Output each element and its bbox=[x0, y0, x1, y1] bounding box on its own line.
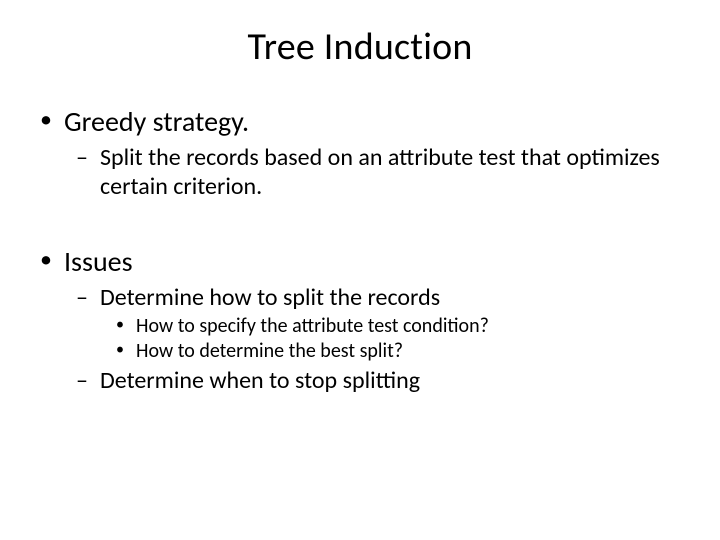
spacer bbox=[36, 208, 684, 244]
bullet-issues-label: Issues bbox=[64, 244, 133, 279]
bullet-greedy-split: Split the records based on an attribute … bbox=[74, 143, 684, 202]
bullet-issues-q2: How to determine the best split? bbox=[114, 339, 684, 364]
bullet-greedy-label: Greedy strategy. bbox=[64, 104, 249, 139]
bullet-greedy: Greedy strategy. Split the records based… bbox=[36, 104, 684, 202]
slide: Tree Induction Greedy strategy. Split th… bbox=[0, 0, 720, 540]
bullet-issues-determine-split-label: Determine how to split the records bbox=[100, 283, 440, 312]
slide-title: Tree Induction bbox=[36, 24, 684, 70]
bullet-issues-sublist: Determine how to split the records How t… bbox=[64, 283, 684, 396]
bullet-greedy-sublist: Split the records based on an attribute … bbox=[64, 143, 684, 202]
bullet-issues-q1: How to specify the attribute test condit… bbox=[114, 314, 684, 339]
bullet-list: Greedy strategy. Split the records based… bbox=[36, 104, 684, 395]
bullet-issues-determine-split: Determine how to split the records How t… bbox=[74, 283, 684, 364]
bullet-issues-determine-split-sublist: How to specify the attribute test condit… bbox=[100, 314, 684, 364]
bullet-issues-determine-stop: Determine when to stop splitting bbox=[74, 366, 684, 395]
bullet-issues: Issues Determine how to split the record… bbox=[36, 244, 684, 396]
